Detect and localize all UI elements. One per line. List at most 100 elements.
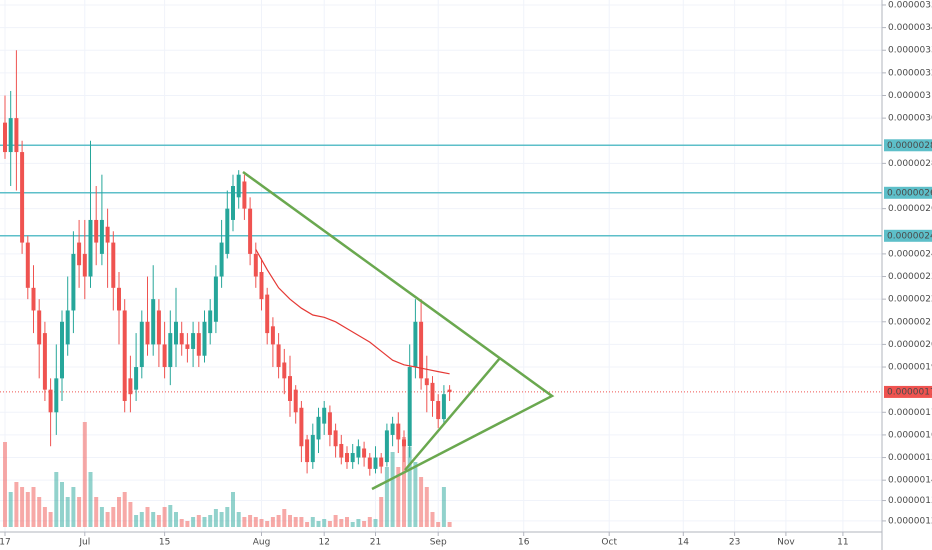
volume-bar (202, 517, 207, 527)
candle-body (31, 287, 36, 311)
volume-bar (82, 422, 87, 527)
candle-body (413, 321, 418, 368)
y-tick-label: 0.00000190 (888, 363, 932, 373)
candle-body (60, 321, 64, 379)
candle-body (333, 430, 338, 447)
candle-body (145, 321, 150, 345)
volume-bar (316, 521, 321, 527)
x-tick-label: Nov (777, 538, 795, 548)
volume-bar (305, 522, 310, 527)
y-tick-label: 0.00000140 (888, 476, 932, 486)
volume-bar (327, 521, 332, 527)
candle-body (305, 439, 310, 463)
candle-body (88, 219, 93, 277)
candle-body (436, 400, 441, 420)
candle-body (208, 310, 213, 334)
volume-bar (390, 452, 395, 527)
candle-body (77, 242, 82, 266)
candle-body (105, 226, 110, 243)
volume-bar (282, 509, 287, 527)
candle-body (356, 446, 361, 458)
volume-bar (441, 487, 446, 527)
volume-bar (162, 507, 167, 527)
price-axis-bg (882, 0, 932, 550)
y-tick-label: 0.00000310 (888, 91, 932, 101)
volume-bar (31, 487, 36, 527)
y-tick-label: 0.00000200 (888, 340, 932, 350)
candle-body (219, 242, 224, 277)
volume-bar (339, 519, 344, 527)
candle-body (54, 378, 59, 413)
candle-body (402, 439, 406, 447)
candle-body (345, 453, 349, 463)
candle-body (379, 457, 384, 467)
x-tick-label: Oct (601, 538, 617, 548)
volume-bar (208, 515, 213, 527)
y-tick-label: 0.00000122 (888, 516, 932, 526)
volume-bar (419, 477, 424, 527)
candle-body (202, 321, 207, 356)
y-tick-label: 0.00000340 (888, 23, 932, 33)
volume-bar (265, 521, 270, 527)
volume-bar (242, 517, 247, 527)
volume-bar (139, 512, 144, 527)
volume-bar (259, 519, 264, 527)
candle-body (156, 310, 161, 345)
volume-bar (402, 437, 406, 527)
volume-bar (168, 505, 173, 527)
x-tick-label: 14 (678, 538, 690, 548)
x-tick-label: 17 (0, 538, 11, 548)
volume-bar (145, 507, 150, 527)
candle-body (253, 253, 258, 277)
volume-layer (3, 422, 452, 527)
moving-average (255, 249, 450, 375)
candle-body (424, 378, 429, 386)
volume-bar (174, 512, 178, 527)
y-tick-label: 0.00000280 (888, 159, 932, 169)
volume-bar (350, 522, 355, 527)
volume-bar (156, 515, 161, 527)
y-tick-label: 0.00000131 (888, 496, 932, 506)
volume-bar (373, 519, 378, 527)
candle-body (316, 416, 321, 440)
candle-body (117, 287, 121, 311)
volume-bar (25, 492, 30, 527)
x-tick-label: 15 (159, 538, 170, 548)
volume-bar (128, 502, 133, 527)
candle-body (20, 152, 25, 243)
y-tick-label: 0.00000210 (888, 317, 932, 327)
y-tick-label: 0.00000330 (888, 46, 932, 56)
y-tick-label: 0.00000160 (888, 430, 932, 440)
volume-bar (236, 512, 241, 527)
volume-bar (384, 467, 389, 527)
volume-bar (345, 517, 349, 527)
level-label: 0.00000267 (887, 188, 932, 198)
volume-bar (185, 521, 190, 527)
candle-body (42, 333, 47, 390)
candle-body (293, 389, 298, 413)
candle-body (231, 186, 235, 220)
x-tick-label: 23 (729, 538, 740, 548)
candle-body (174, 321, 178, 345)
volume-bar (20, 487, 25, 527)
candle-body (259, 271, 264, 300)
volume-bar (3, 442, 7, 527)
y-tick-label: 0.00000350 (888, 0, 932, 10)
candle-body (270, 326, 275, 345)
candle-body (367, 457, 372, 469)
volume-bar (447, 522, 452, 527)
candle-body (430, 382, 435, 401)
candle-body (441, 394, 446, 420)
candle-body (322, 407, 327, 424)
volume-bar (288, 515, 292, 527)
candle-body (396, 423, 401, 440)
volume-bar (88, 472, 93, 527)
volume-bar (396, 467, 401, 527)
volume-bar (413, 462, 418, 527)
volume-bar (424, 487, 429, 527)
volume-bar (8, 492, 13, 527)
candle-body (265, 294, 270, 334)
level-label-bg (884, 186, 932, 199)
candle-body (350, 453, 355, 463)
